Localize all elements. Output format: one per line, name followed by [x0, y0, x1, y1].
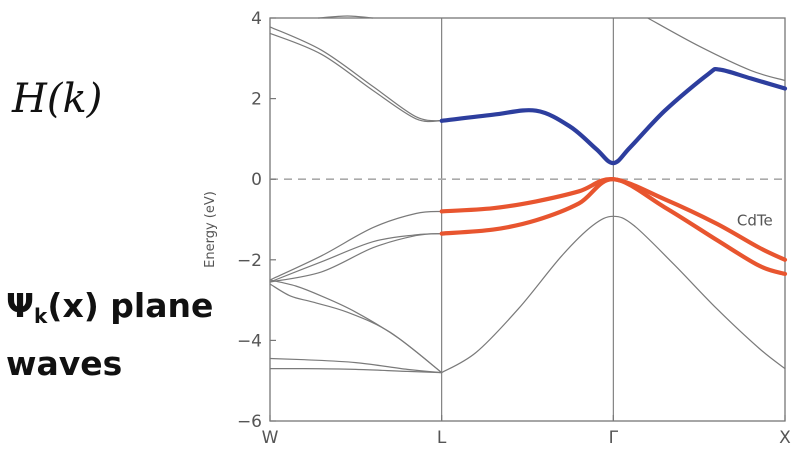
other-band-14 — [441, 215, 786, 374]
other-band-7 — [269, 210, 443, 281]
y-tick-label-5: −6 — [237, 412, 262, 432]
valence-band-6 — [439, 177, 788, 276]
y-tick-label-0: 4 — [251, 9, 262, 29]
y-axis-label: Energy (eV) — [203, 191, 218, 268]
psi-subscript: k — [34, 304, 48, 328]
material-annotation: CdTe — [737, 212, 773, 230]
wavefunction-label: Ψk(x) plane waves — [6, 282, 213, 388]
wavefunction-line-1: Ψk(x) plane — [6, 282, 213, 340]
x-tick-label-0: W — [262, 428, 279, 448]
other-band-1 — [269, 32, 443, 123]
other-band-0 — [269, 26, 443, 122]
other-band-10 — [269, 279, 443, 374]
x-tick-label-3: X — [779, 428, 791, 448]
x-tick-label-2: Γ — [609, 428, 619, 448]
psi-argument: (x) plane — [47, 286, 214, 325]
y-tick-label-1: 2 — [251, 90, 262, 110]
x-tick-label-1: L — [437, 428, 447, 448]
other-band-4 — [647, 17, 786, 82]
other-band-13 — [269, 367, 443, 374]
psi-symbol: Ψ — [6, 286, 35, 325]
other-band-11 — [269, 283, 443, 374]
conduction-band-2 — [439, 66, 788, 166]
plot-frame — [269, 17, 786, 422]
other-band-9 — [269, 233, 443, 283]
y-tick-label-4: −4 — [237, 331, 262, 351]
hamiltonian-label: H(k) — [12, 76, 103, 122]
wavefunction-line-2: waves — [6, 344, 123, 383]
y-tick-label-3: −2 — [237, 251, 262, 271]
other-band-8 — [269, 233, 443, 283]
other-band-12 — [269, 357, 443, 374]
other-band-3 — [317, 15, 374, 19]
y-tick-label-2: 0 — [251, 170, 262, 190]
